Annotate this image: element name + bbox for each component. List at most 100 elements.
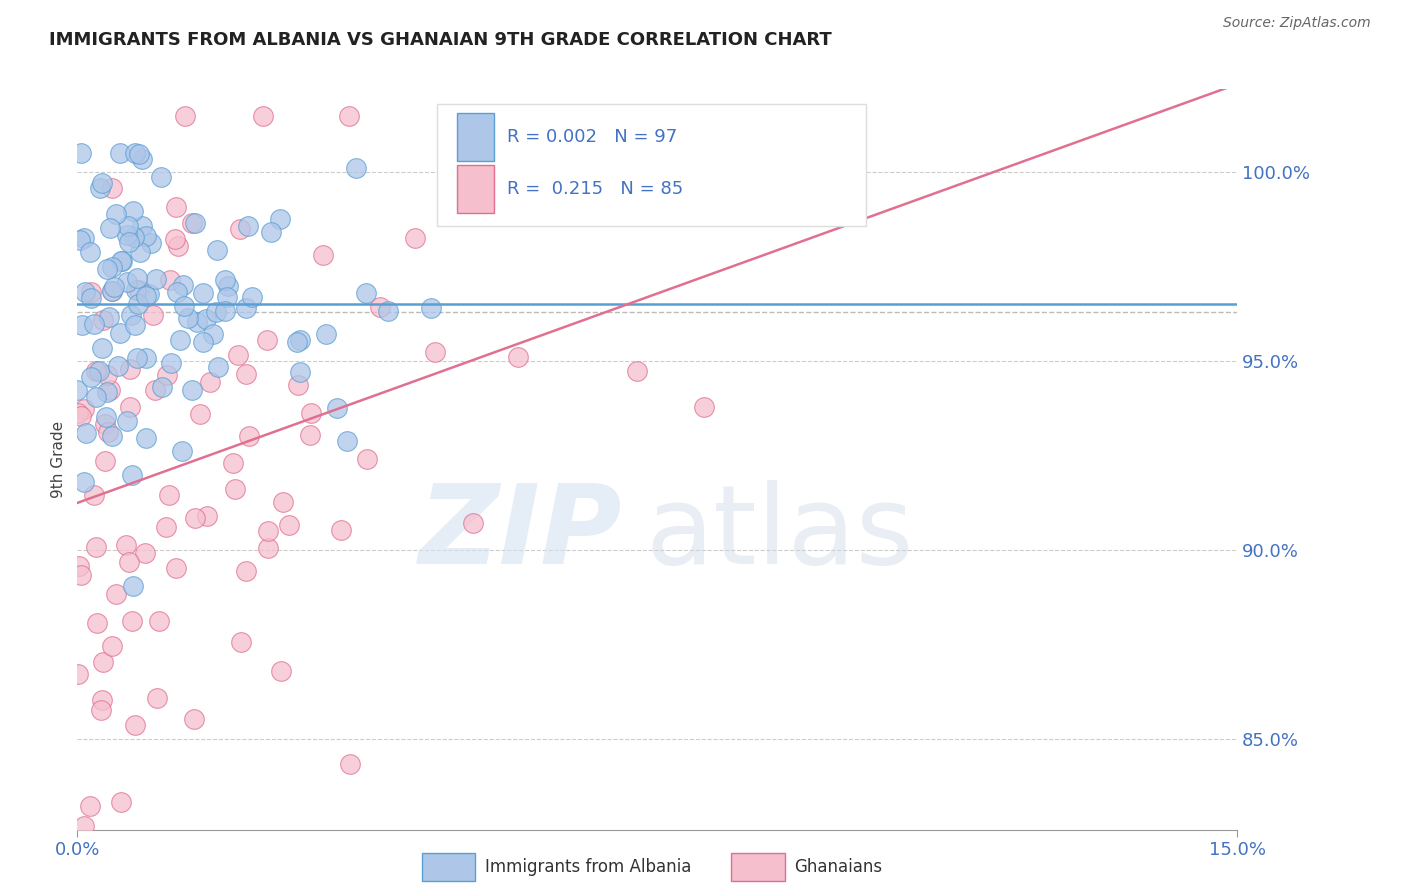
Point xyxy=(90,703,112,717)
Point xyxy=(235,368,257,382)
Point xyxy=(155,368,177,382)
Point xyxy=(131,219,153,234)
Point xyxy=(128,147,150,161)
Point xyxy=(100,639,122,653)
Point xyxy=(200,376,222,390)
Point xyxy=(290,334,312,348)
Point xyxy=(96,368,118,383)
Point xyxy=(125,270,148,285)
Point xyxy=(87,364,110,378)
Point xyxy=(177,311,200,326)
Point xyxy=(339,757,361,772)
Point xyxy=(224,482,246,496)
Point xyxy=(344,161,367,175)
Point xyxy=(183,712,205,726)
Point xyxy=(127,297,149,311)
Point xyxy=(271,495,294,509)
Point xyxy=(195,312,218,326)
Point xyxy=(159,356,181,370)
Point xyxy=(226,348,249,362)
Point xyxy=(73,475,96,489)
Point xyxy=(104,587,127,601)
Text: Immigrants from Albania: Immigrants from Albania xyxy=(485,858,692,876)
Point xyxy=(115,537,138,551)
Point xyxy=(122,204,145,219)
Point xyxy=(101,180,124,194)
Point xyxy=(188,407,211,421)
Text: ZIP: ZIP xyxy=(419,480,623,587)
Point xyxy=(83,488,105,502)
Point xyxy=(287,377,309,392)
Point xyxy=(270,664,292,678)
Point xyxy=(423,344,446,359)
Point xyxy=(120,308,142,322)
Point xyxy=(238,219,260,234)
Point xyxy=(118,555,141,569)
Point xyxy=(173,300,195,314)
Point xyxy=(368,300,391,314)
Point xyxy=(143,383,166,397)
Point xyxy=(278,518,301,533)
Point xyxy=(121,467,143,482)
Point xyxy=(256,524,278,538)
Point xyxy=(222,456,245,470)
Point xyxy=(100,284,122,298)
Text: Ghanaians: Ghanaians xyxy=(794,858,883,876)
Point xyxy=(73,285,96,299)
Point xyxy=(181,384,204,398)
Point xyxy=(128,283,150,297)
Point xyxy=(124,146,146,161)
Point xyxy=(252,109,274,123)
Point xyxy=(110,253,132,268)
FancyBboxPatch shape xyxy=(457,113,494,161)
Point xyxy=(256,541,278,555)
Point xyxy=(91,655,114,669)
Point xyxy=(139,236,162,251)
Point xyxy=(506,351,529,365)
Point xyxy=(329,523,352,537)
Point xyxy=(166,285,188,299)
Point xyxy=(117,219,139,233)
Point xyxy=(186,315,208,329)
Point xyxy=(115,227,138,242)
Point xyxy=(214,273,236,287)
Point xyxy=(148,614,170,628)
Point xyxy=(356,452,378,467)
Point xyxy=(215,290,238,304)
Text: R =  0.215   N = 85: R = 0.215 N = 85 xyxy=(506,180,683,198)
Text: Source: ZipAtlas.com: Source: ZipAtlas.com xyxy=(1223,16,1371,30)
Point xyxy=(202,327,225,342)
Point xyxy=(174,109,197,123)
Point xyxy=(91,176,114,190)
Point xyxy=(93,454,115,468)
Point xyxy=(170,444,193,458)
Point xyxy=(169,333,191,347)
Point xyxy=(131,152,153,166)
Point xyxy=(72,318,94,333)
Point xyxy=(125,284,148,298)
Point xyxy=(69,409,91,423)
Point xyxy=(269,212,291,227)
Point xyxy=(91,693,114,707)
Point xyxy=(463,516,485,530)
Point xyxy=(229,635,252,649)
Point xyxy=(80,285,103,299)
Point xyxy=(288,365,311,379)
FancyBboxPatch shape xyxy=(457,165,494,213)
Point xyxy=(100,429,122,443)
Point xyxy=(96,261,118,276)
Point xyxy=(97,310,120,325)
Point xyxy=(205,244,228,258)
Point xyxy=(67,667,90,681)
Point xyxy=(692,400,714,414)
Point xyxy=(110,326,132,340)
Point xyxy=(105,207,128,221)
Point xyxy=(118,362,141,376)
Point xyxy=(142,308,165,322)
Point xyxy=(204,304,226,318)
Point xyxy=(110,795,132,809)
Point xyxy=(86,364,108,378)
Text: IMMIGRANTS FROM ALBANIA VS GHANAIAN 9TH GRADE CORRELATION CHART: IMMIGRANTS FROM ALBANIA VS GHANAIAN 9TH … xyxy=(49,31,832,49)
Point xyxy=(124,717,146,731)
Point xyxy=(101,260,124,275)
